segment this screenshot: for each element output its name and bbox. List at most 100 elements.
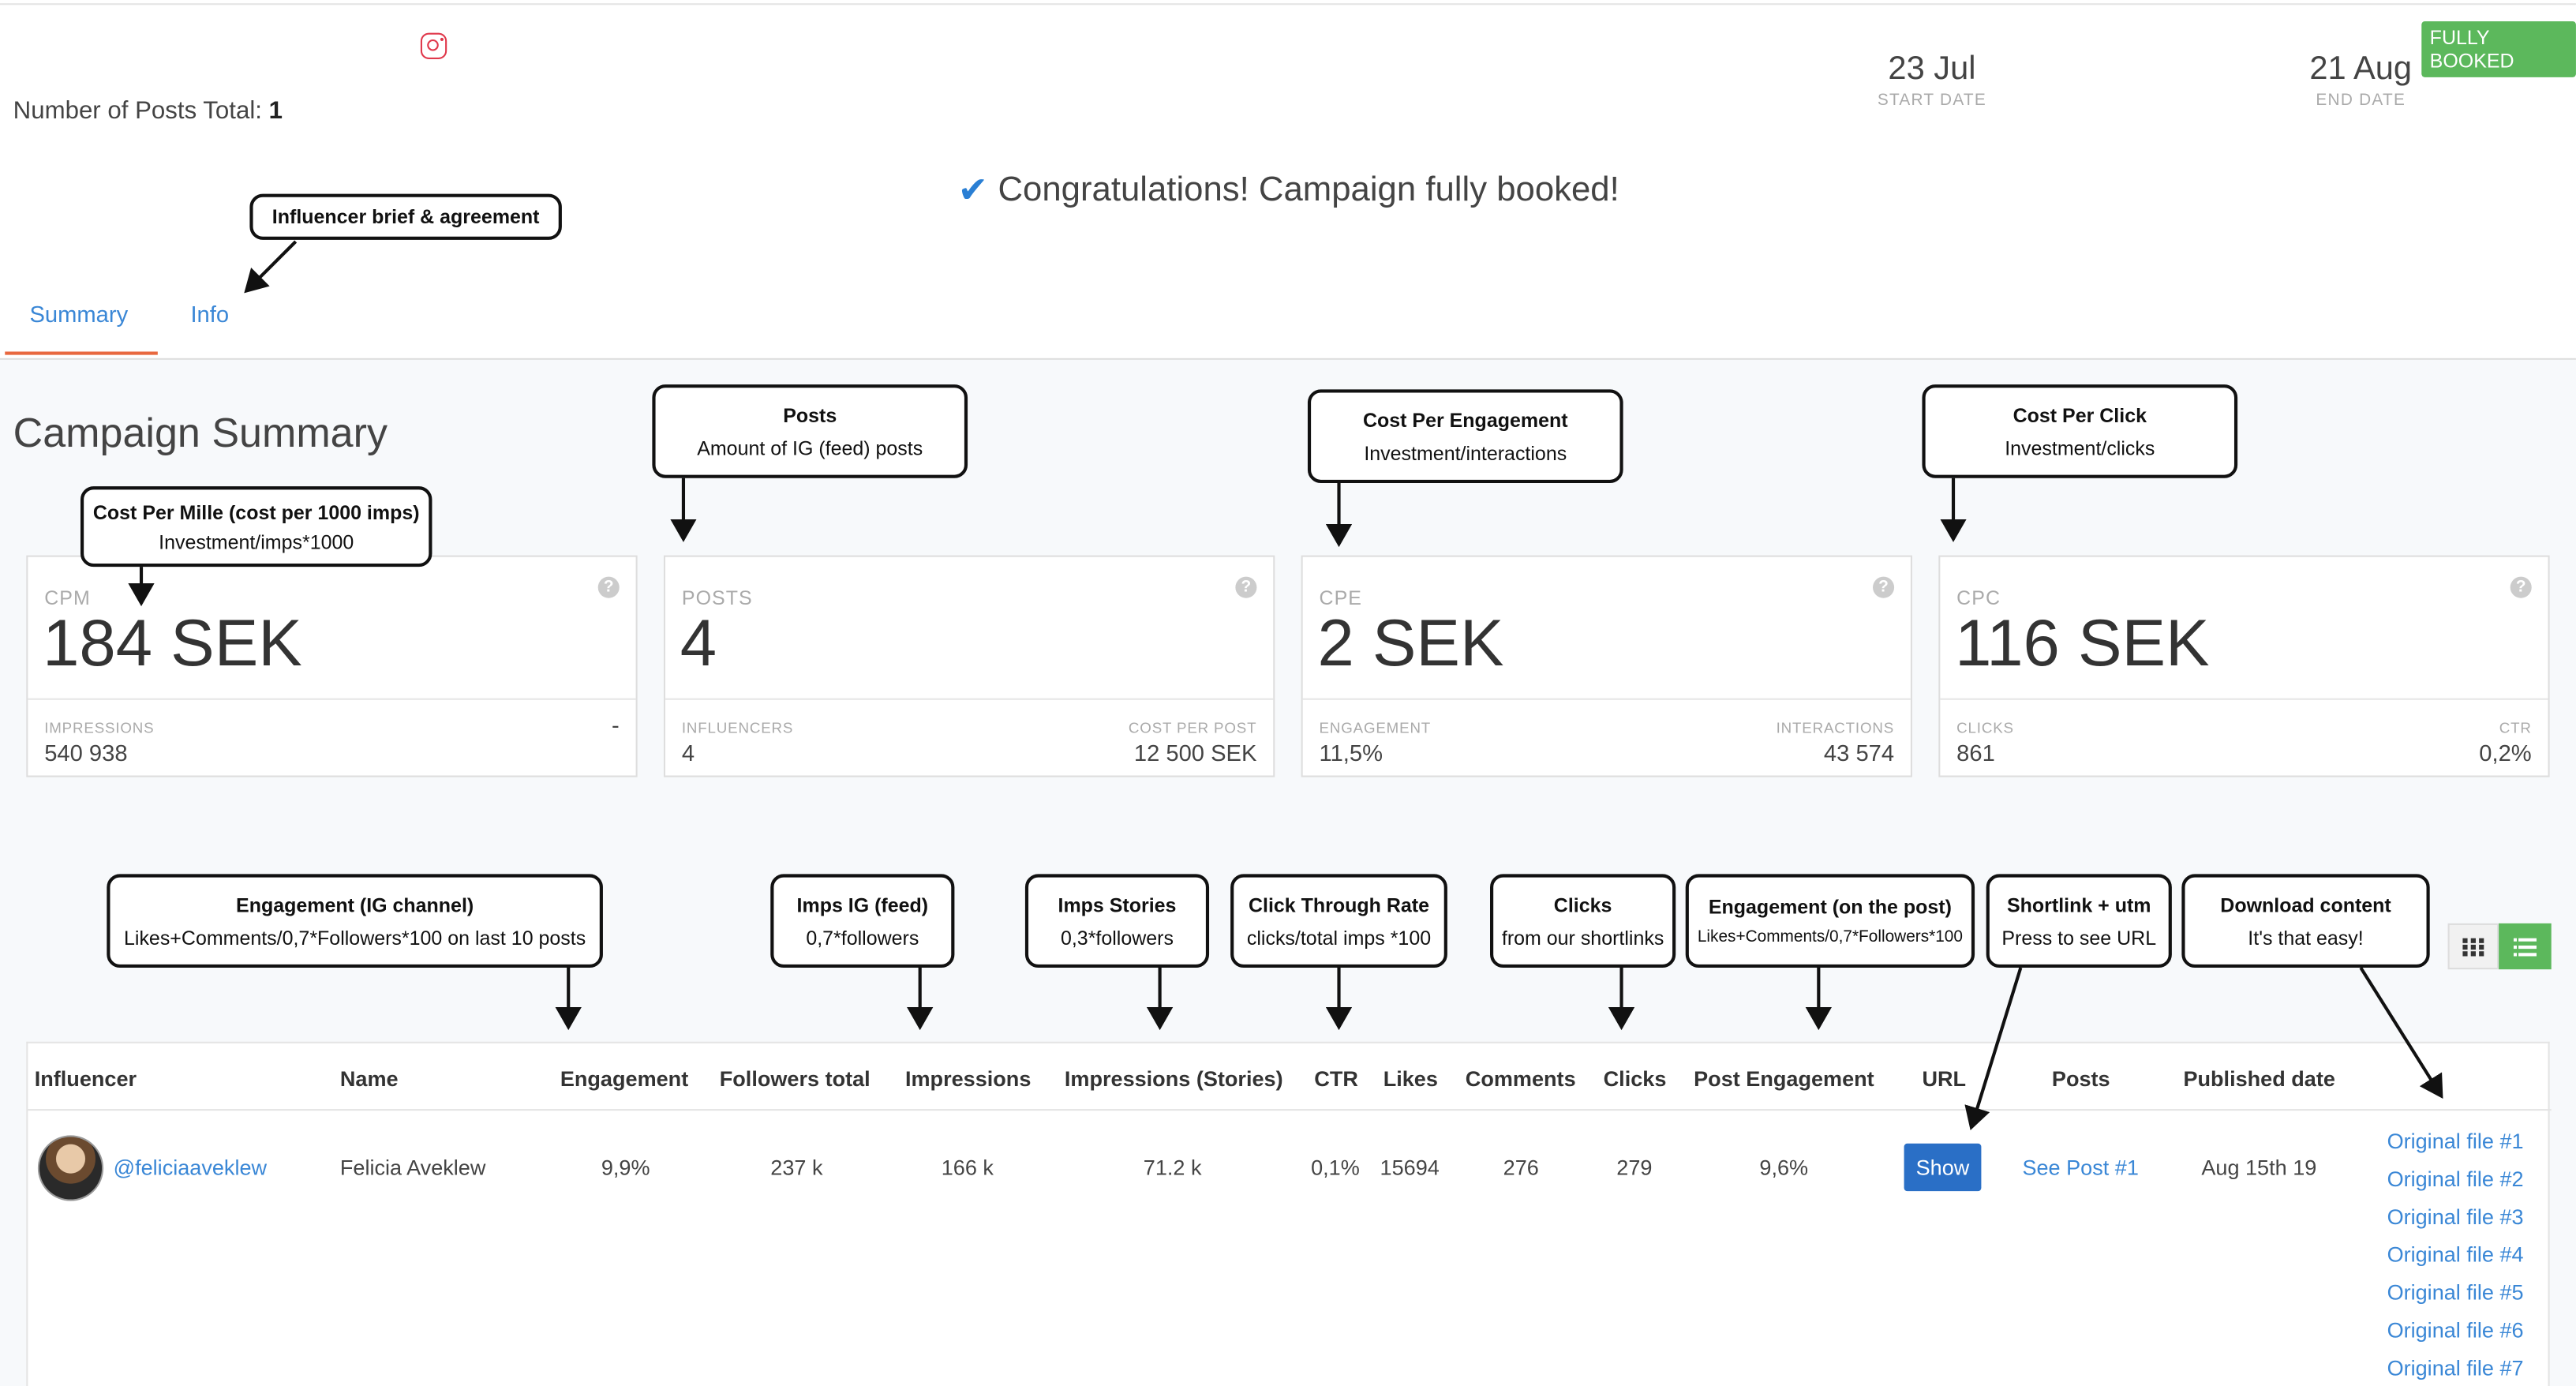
cell-clicks: 279 xyxy=(1616,1155,1653,1180)
callout-subtitle: Amount of IG (feed) posts xyxy=(697,436,923,459)
col-header-clicks[interactable]: Clicks xyxy=(1603,1066,1667,1092)
callout-subtitle: Investment/clicks xyxy=(2005,436,2155,459)
callout-title: Influencer brief & agreement xyxy=(271,205,540,229)
original-file-link[interactable]: Original file #6 xyxy=(2387,1317,2524,1343)
col-header-followers[interactable]: Followers total xyxy=(719,1066,871,1092)
influencer-handle-link[interactable]: @feliciaaveklew xyxy=(113,1155,268,1180)
checkmark-icon: ✔ xyxy=(957,169,988,211)
posts-total-value: 1 xyxy=(268,96,283,125)
card-value: 4 xyxy=(680,608,717,680)
col-header-impressions-stories[interactable]: Impressions (Stories) xyxy=(1064,1066,1283,1092)
cell-likes: 15694 xyxy=(1380,1155,1440,1180)
callout-subtitle: Likes+Comments/0,7*Followers*100 on last… xyxy=(123,925,586,950)
callout-subtitle: from our shortlinks xyxy=(1501,925,1664,950)
callout-ctr: Click Through Rate clicks/total imps *10… xyxy=(1230,874,1447,968)
avatar[interactable] xyxy=(37,1135,104,1201)
cell-post-engagement: 9,6% xyxy=(1759,1155,1809,1180)
start-date-label: START DATE xyxy=(1877,92,1987,111)
callout-post-engagement: Engagement (on the post) Likes+Comments/… xyxy=(1685,874,1975,968)
active-tab-indicator xyxy=(5,351,158,355)
col-header-post-engagement[interactable]: Post Engagement xyxy=(1694,1066,1874,1092)
help-icon[interactable]: ? xyxy=(597,576,620,598)
original-file-link[interactable]: Original file #1 xyxy=(2387,1129,2524,1154)
callout-subtitle: Investment/interactions xyxy=(1364,440,1567,465)
col-header-engagement[interactable]: Engagement xyxy=(560,1066,689,1092)
cell-ctr: 0,1% xyxy=(1311,1155,1360,1180)
list-view-button[interactable] xyxy=(2499,923,2552,970)
tab-divider xyxy=(0,358,2576,360)
card-sub-value: 4 xyxy=(681,739,695,766)
end-date-label: END DATE xyxy=(2316,92,2406,111)
callout-cpe: Cost Per Engagement Investment/interacti… xyxy=(1307,389,1623,483)
help-icon[interactable]: ? xyxy=(2510,576,2532,598)
callout-subtitle: Investment/imps*1000 xyxy=(159,530,354,553)
original-file-link[interactable]: Original file #4 xyxy=(2387,1242,2524,1267)
grid-view-button[interactable] xyxy=(2447,923,2499,970)
callout-title: Engagement (IG channel) xyxy=(236,893,474,916)
col-header-name[interactable]: Name xyxy=(339,1066,399,1092)
tab-summary[interactable]: Summary xyxy=(29,300,129,328)
callout-posts: Posts Amount of IG (feed) posts xyxy=(652,384,968,478)
col-header-published-date[interactable]: Published date xyxy=(2183,1066,2335,1092)
see-post-link[interactable]: See Post #1 xyxy=(2022,1155,2139,1180)
callout-title: Cost Per Engagement xyxy=(1362,408,1568,432)
callout-subtitle: Likes+Comments/0,7*Followers*100 xyxy=(1697,928,1963,947)
card-cpc: CPC 116 SEK ? CLICKS 861 CTR 0,2% xyxy=(1938,555,2550,777)
end-date: 21 Aug END DATE xyxy=(2295,51,2427,111)
congrats-text: Congratulations! Campaign fully booked! xyxy=(998,170,1619,209)
card-sub-value-right: 43 574 xyxy=(1823,739,1895,766)
card-label: CPM xyxy=(44,586,91,610)
callout-title: Click Through Rate xyxy=(1248,893,1429,916)
card-sub-value-right: 0,2% xyxy=(2479,739,2532,766)
cell-engagement: 9,9% xyxy=(601,1155,650,1180)
header-divider xyxy=(28,1109,2552,1111)
posts-total-label: Number of Posts Total: xyxy=(13,96,262,125)
card-value: 116 SEK xyxy=(1955,608,2210,680)
instagram-icon xyxy=(420,32,447,59)
original-file-link[interactable]: Original file #3 xyxy=(2387,1204,2524,1230)
card-sub-value-right: 12 500 SEK xyxy=(1133,739,1257,766)
card-label: POSTS xyxy=(681,586,753,610)
callout-title: Cost Per Click xyxy=(2012,403,2147,427)
col-header-posts[interactable]: Posts xyxy=(2051,1066,2110,1092)
callout-cpm: Cost Per Mille (cost per 1000 imps) Inve… xyxy=(80,486,432,568)
card-sub-label-right: CTR xyxy=(2499,719,2532,736)
callout-subtitle: Press to see URL xyxy=(2001,925,2157,950)
status-badge: FULLY BOOKED xyxy=(2421,21,2576,77)
show-url-button[interactable]: Show xyxy=(1904,1143,1982,1192)
callout-imps-stories: Imps Stories 0,3*followers xyxy=(1024,874,1210,968)
callout-shortlink: Shortlink + utm Press to see URL xyxy=(1986,874,2172,968)
arrow-brief xyxy=(244,240,298,294)
callout-imps-feed: Imps IG (feed) 0,7*followers xyxy=(770,874,955,968)
card-sub-value: 11,5% xyxy=(1319,739,1383,766)
original-file-link[interactable]: Original file #7 xyxy=(2387,1355,2524,1380)
top-divider xyxy=(0,3,2576,6)
start-date: 23 Jul START DATE xyxy=(1866,51,1998,111)
col-header-comments[interactable]: Comments xyxy=(1465,1066,1576,1092)
influencer-name: Felicia Aveklew xyxy=(339,1155,486,1180)
original-file-link[interactable]: Original file #5 xyxy=(2387,1279,2524,1305)
card-sub-label-right: COST PER POST xyxy=(1128,719,1257,736)
col-header-likes[interactable]: Likes xyxy=(1383,1066,1438,1092)
cell-impressions-stories: 71.2 k xyxy=(1143,1155,1202,1180)
help-icon[interactable]: ? xyxy=(1235,576,1257,598)
col-header-url[interactable]: URL xyxy=(1922,1066,1967,1092)
posts-total: Number of Posts Total: 1 xyxy=(13,97,283,125)
col-header-ctr[interactable]: CTR xyxy=(1314,1066,1358,1092)
callout-subtitle: It's that easy! xyxy=(2248,925,2364,950)
callout-title: Engagement (on the post) xyxy=(1708,895,1952,919)
card-sub-value: 540 938 xyxy=(44,739,128,766)
callout-subtitle: 0,7*followers xyxy=(806,925,919,950)
callout-title: Posts xyxy=(783,403,837,427)
callout-title: Clicks xyxy=(1553,893,1612,916)
callout-cpc: Cost Per Click Investment/clicks xyxy=(1922,384,2238,478)
callout-title: Imps IG (feed) xyxy=(796,893,929,916)
col-header-influencer[interactable]: Influencer xyxy=(34,1066,137,1092)
callout-subtitle: 0,3*followers xyxy=(1060,925,1174,950)
original-file-link[interactable]: Original file #2 xyxy=(2387,1166,2524,1192)
help-icon[interactable]: ? xyxy=(1873,576,1895,598)
card-sub-value-right: - xyxy=(612,711,620,738)
tab-info[interactable]: Info xyxy=(190,300,230,328)
callout-influencer-brief: Influencer brief & agreement xyxy=(249,193,562,240)
col-header-impressions[interactable]: Impressions xyxy=(904,1066,1032,1092)
